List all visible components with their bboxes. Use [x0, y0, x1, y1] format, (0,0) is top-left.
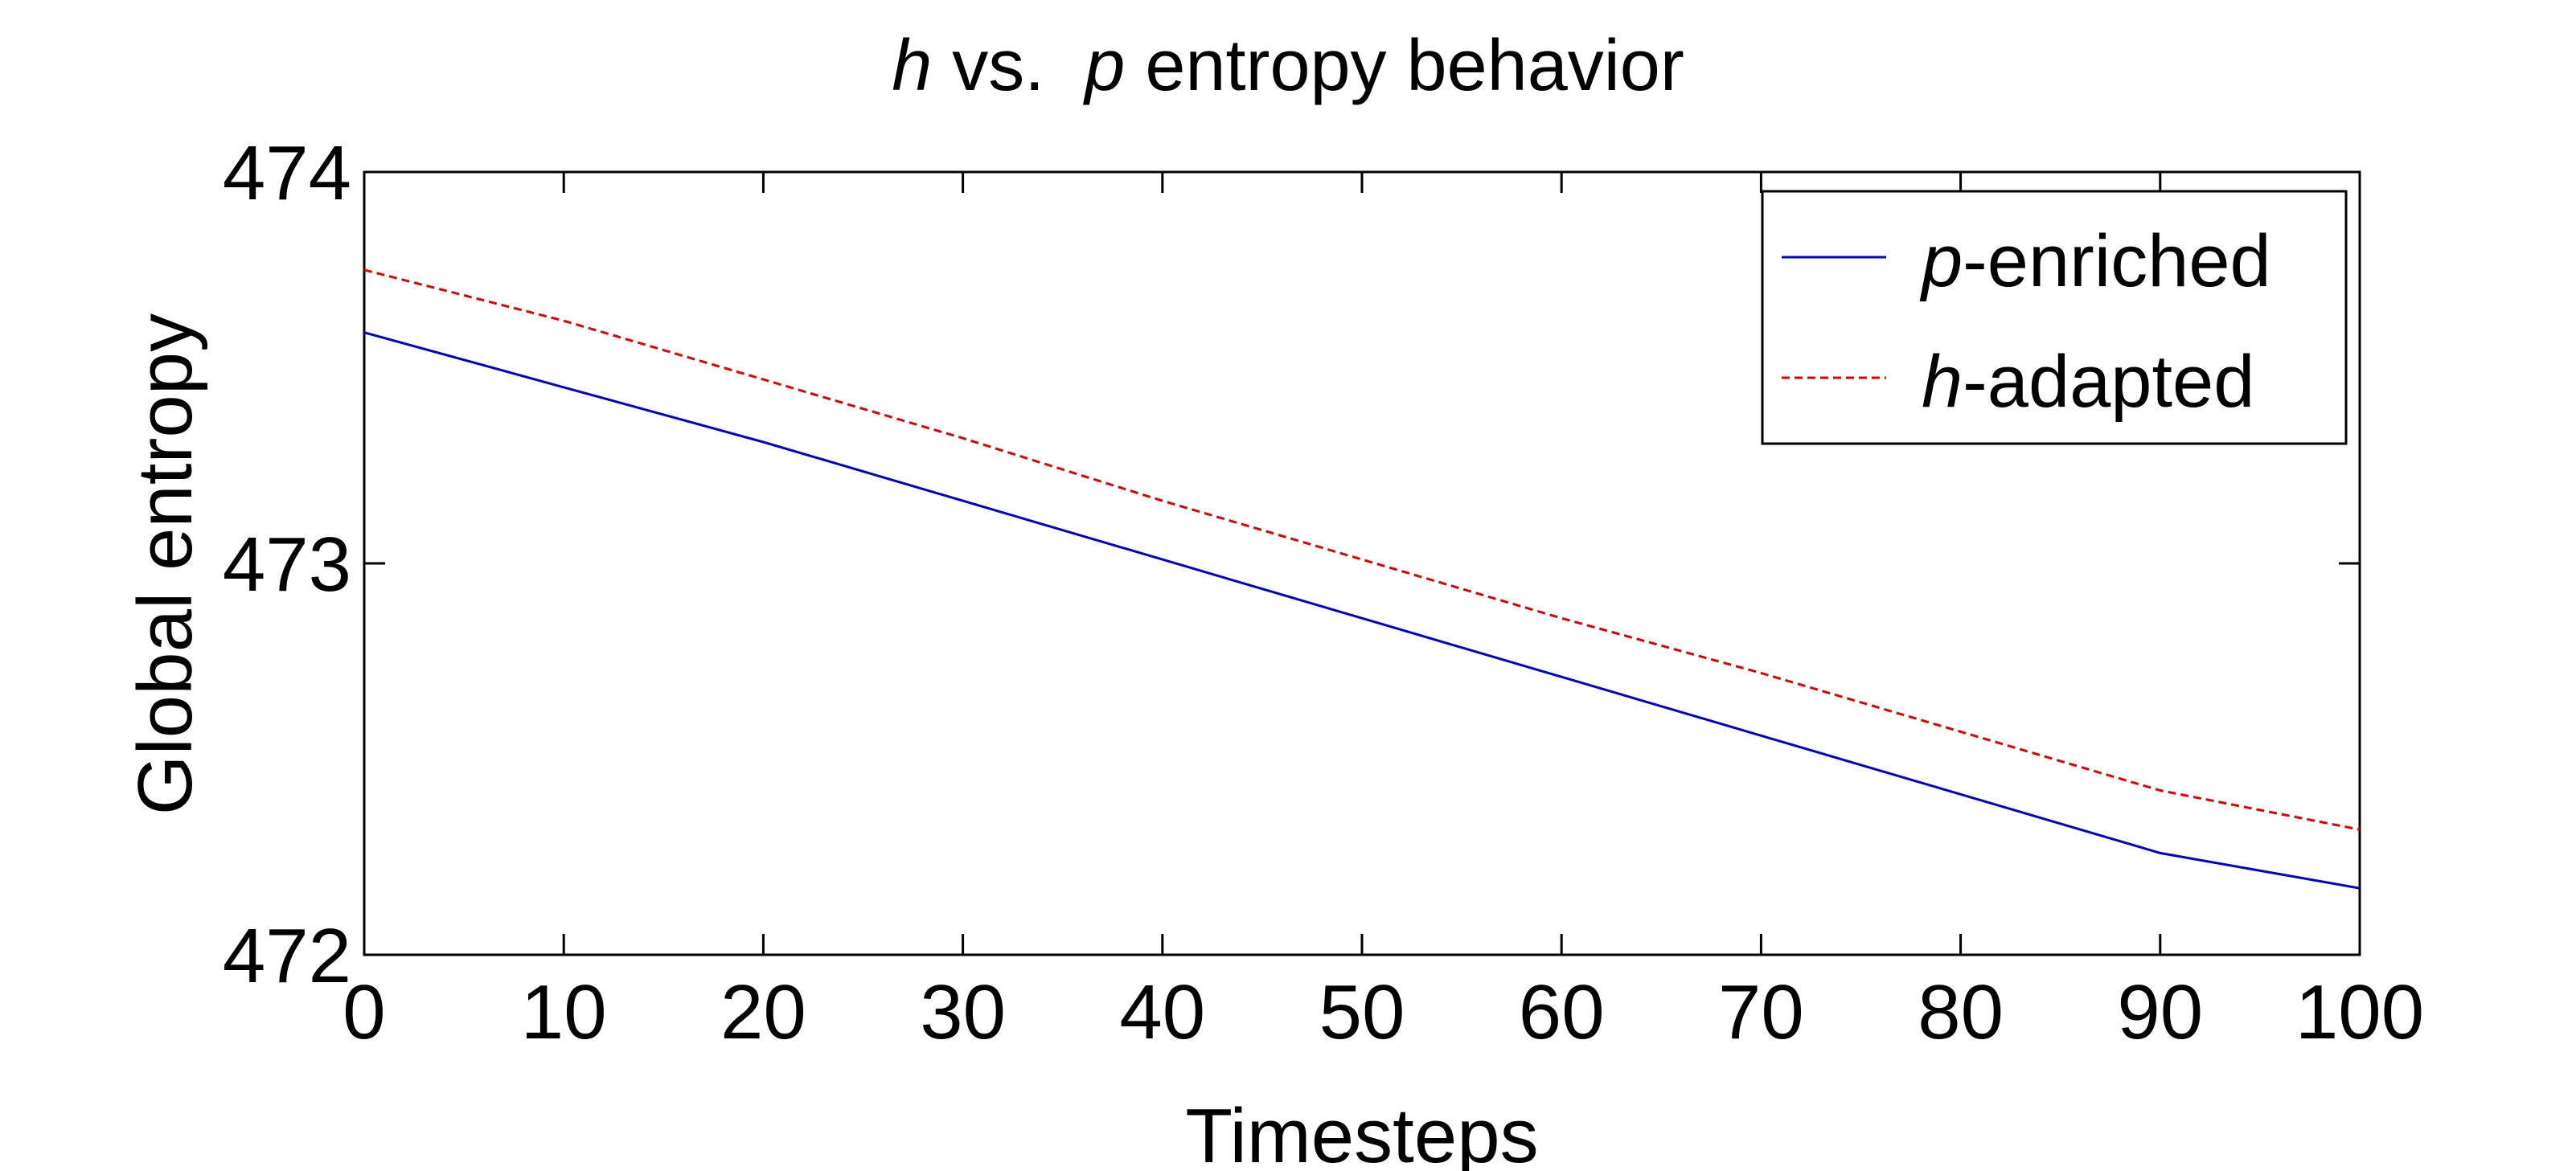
series-layer — [363, 268, 2361, 890]
x-tick-label: 100 — [2295, 969, 2424, 1055]
x-tick-label: 30 — [920, 969, 1006, 1055]
x-tick-label: 60 — [1519, 969, 1605, 1055]
legend-label-p-enriched: p-enriched — [1919, 220, 2271, 302]
legend-label-h-adapted: h-adapted — [1922, 341, 2254, 423]
y-axis-label: Global entropy — [122, 313, 208, 815]
y-tick-label: 474 — [223, 130, 351, 216]
legend: p-enriched h-adapted — [1761, 190, 2348, 445]
x-tick-label: 90 — [2117, 969, 2203, 1055]
x-tick-label: 10 — [521, 969, 607, 1055]
x-tick-label: 0 — [343, 969, 385, 1055]
x-tick-label: 50 — [1319, 969, 1405, 1055]
y-tick-label: 473 — [223, 522, 351, 608]
x-axis-label: Timesteps — [1185, 1093, 1538, 1171]
series-line-p-enriched — [363, 331, 2361, 890]
x-axis: 0 10 20 30 40 50 60 70 80 90 100 — [343, 172, 2424, 1055]
legend-box — [1761, 190, 2348, 445]
chart-title: h vs. p entropy behavior — [892, 26, 1684, 106]
x-tick-label: 20 — [720, 969, 806, 1055]
x-tick-label: 40 — [1119, 969, 1205, 1055]
y-tick-label: 472 — [223, 913, 351, 999]
y-axis: 472 473 474 — [223, 130, 2360, 999]
x-tick-label: 80 — [1918, 969, 2004, 1055]
x-tick-label: 70 — [1718, 969, 1804, 1055]
series-line-h-adapted — [363, 268, 2361, 831]
